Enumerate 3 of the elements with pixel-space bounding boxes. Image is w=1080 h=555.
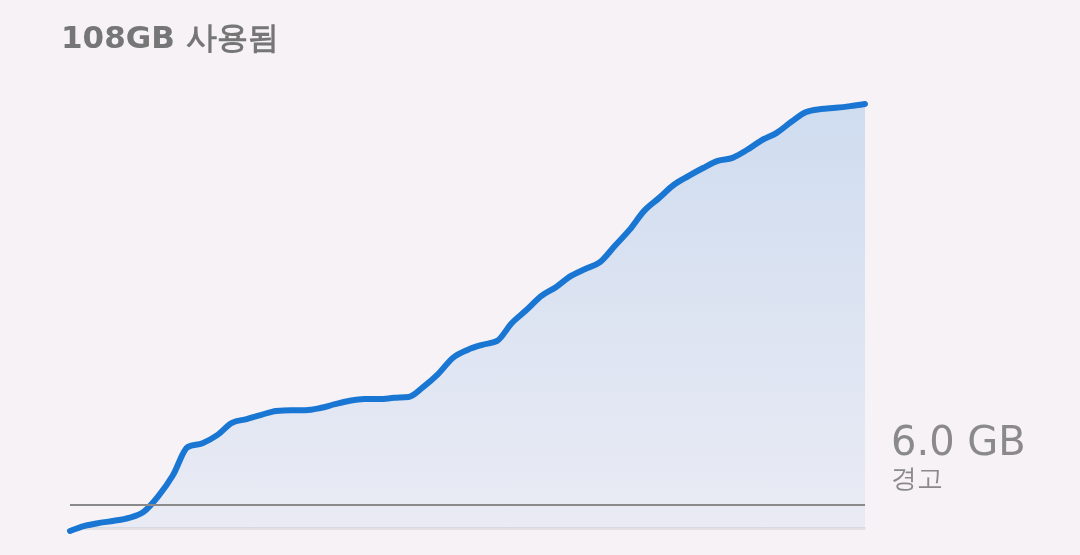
chart-title: 108GB 사용됨 — [61, 19, 279, 55]
ref-line-label: 6.0 GB — [891, 418, 1026, 465]
text: 경고 — [891, 463, 943, 494]
